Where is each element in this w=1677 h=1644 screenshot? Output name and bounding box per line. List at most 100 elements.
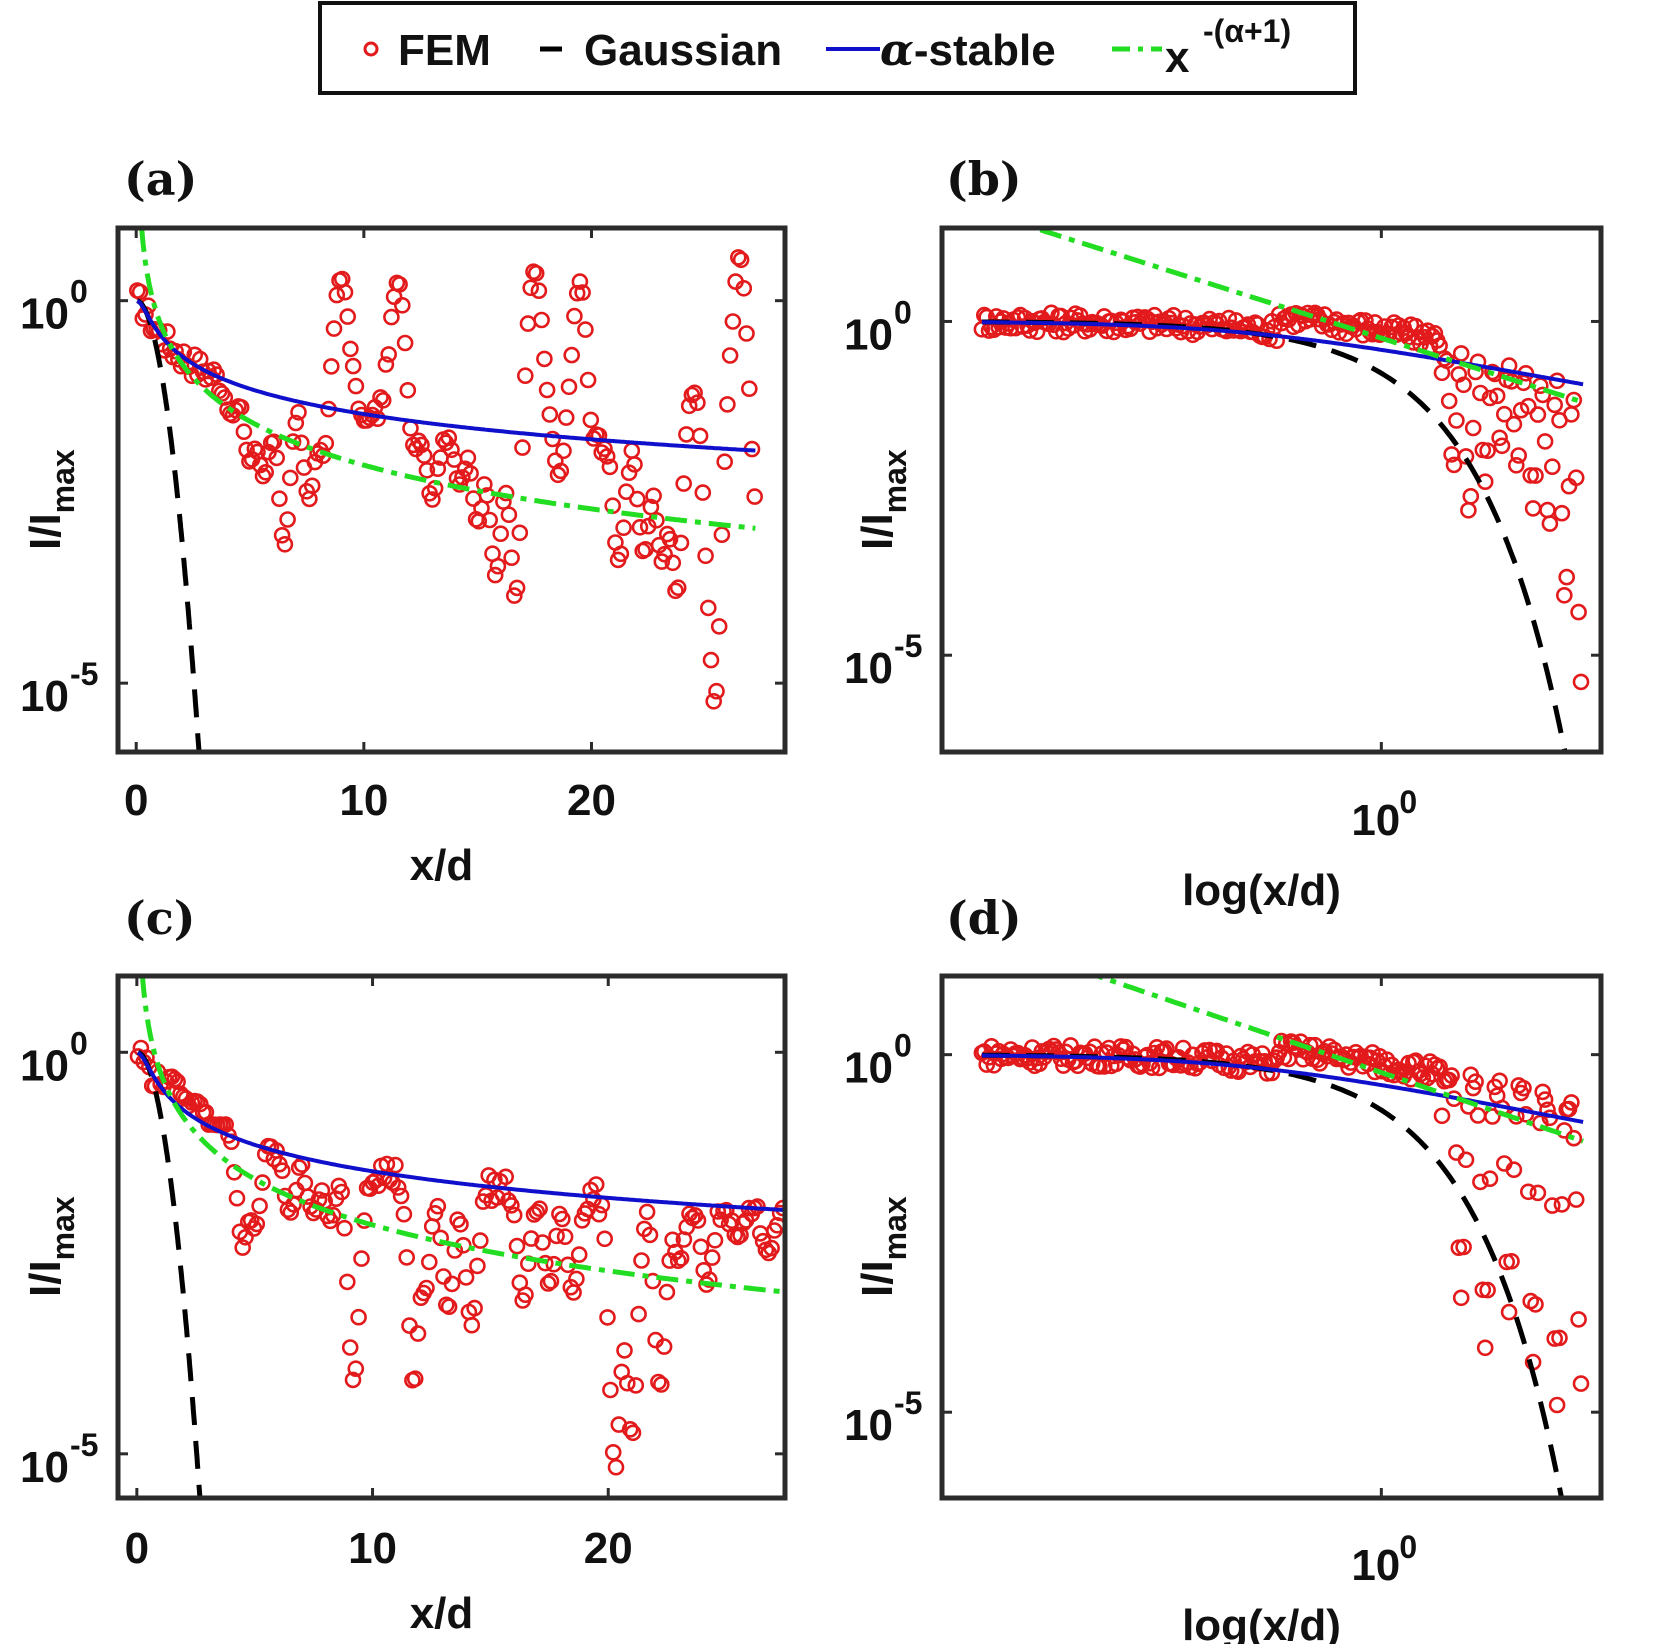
fem-point: [617, 483, 635, 501]
stable-series-line: [136, 299, 756, 453]
y-axis-label-sub: max: [877, 1196, 913, 1260]
y-tick-exponent: 0: [70, 1025, 88, 1061]
y-tick-exponent: -5: [70, 1427, 98, 1463]
fem-point: [527, 264, 545, 282]
fem-point: [607, 1458, 625, 1476]
fem-point: [541, 406, 559, 423]
fem-point: [548, 1227, 565, 1245]
fem-point: [1541, 515, 1559, 532]
y-tick-exponent: -5: [894, 1385, 922, 1421]
fem-point: [692, 1238, 710, 1256]
fem-point: [325, 320, 343, 337]
fem-point: [1505, 1161, 1523, 1178]
fem-point: [303, 477, 321, 495]
fem-point: [284, 433, 302, 450]
fem-point: [372, 389, 389, 406]
fem-point: [533, 311, 550, 329]
fem-point: [1572, 673, 1590, 691]
fem-point: [287, 414, 305, 432]
fem-point: [1565, 391, 1583, 409]
x-tick-label: 0: [125, 1524, 149, 1573]
fem-point: [389, 1179, 407, 1196]
fem-point: [522, 279, 540, 297]
fem-point: [257, 463, 275, 481]
fem-point: [401, 1317, 418, 1334]
power-law-series-line: [1089, 976, 1585, 1144]
fem-point: [235, 423, 253, 441]
y-axis-label-main: I/I: [21, 513, 70, 550]
fem-point: [420, 1253, 438, 1271]
fem-point: [1534, 1083, 1551, 1101]
fem-point: [1472, 384, 1489, 402]
x-tick-label: 10: [1351, 1541, 1400, 1590]
fem-point: [735, 279, 753, 297]
fem-point: [418, 1279, 435, 1297]
fem-point: [1479, 442, 1496, 460]
fem-point: [618, 1374, 636, 1392]
fem-point: [530, 282, 548, 300]
fem-point: [528, 1203, 546, 1221]
fem-point: [1455, 376, 1472, 394]
fem-point: [1539, 501, 1556, 519]
fem-point: [1524, 500, 1542, 517]
fem-point: [500, 506, 518, 524]
fem-point: [641, 1226, 659, 1244]
y-tick-label: 10: [20, 672, 69, 721]
fem-point: [276, 535, 294, 553]
fem-point: [1565, 1129, 1583, 1147]
fem-point: [508, 579, 526, 597]
fem-point: [341, 1339, 359, 1356]
fem-point: [290, 403, 307, 421]
axes-frame: [115, 973, 788, 1501]
fem-point: [1452, 1289, 1470, 1307]
fem-point: [1546, 396, 1563, 414]
fem-point: [587, 1176, 605, 1193]
fem-point: [1527, 1296, 1544, 1313]
fem-point: [299, 1188, 317, 1205]
fem-point: [1457, 1151, 1475, 1169]
axes-frame: [939, 225, 1604, 755]
fem-point: [350, 1308, 367, 1326]
fem-point: [590, 1205, 608, 1223]
fem-point: [729, 249, 747, 266]
fem-point: [732, 251, 750, 269]
x-tick-label: 0: [124, 776, 148, 825]
fem-point: [471, 1232, 489, 1249]
fem-point: [268, 449, 286, 467]
fem-point: [432, 1229, 450, 1247]
fem-point: [644, 1272, 662, 1290]
y-tick-label: 10: [844, 644, 893, 693]
fem-point: [553, 1210, 571, 1228]
fem-point: [336, 1219, 353, 1237]
fem-point: [552, 462, 570, 480]
fem-point: [560, 378, 578, 396]
fem-point: [159, 323, 176, 340]
x-tick-label: 20: [567, 776, 616, 825]
fem-point: [466, 1299, 483, 1317]
fem-point: [1472, 1173, 1489, 1191]
fem-point: [650, 1373, 667, 1391]
y-axis-label-main: I/I: [21, 1260, 70, 1297]
fem-point: [1563, 406, 1580, 423]
fem-point: [544, 430, 561, 448]
fem-point: [664, 554, 682, 572]
fem-point: [1440, 392, 1458, 410]
fem-point: [1134, 1056, 1151, 1073]
fem-point: [599, 1309, 616, 1326]
plot-area: [973, 228, 1590, 752]
fem-point: [1469, 1107, 1487, 1124]
fem-point: [1479, 1281, 1496, 1299]
y-tick-exponent: 0: [894, 294, 912, 330]
fem-point: [645, 487, 662, 505]
fem-point: [396, 334, 414, 352]
fem-point: [1500, 1303, 1518, 1321]
x-axis-label: x/d: [410, 841, 474, 890]
fem-point: [409, 1325, 427, 1342]
fem-point: [1536, 433, 1554, 450]
fem-point: [217, 1116, 234, 1133]
fem-point: [536, 350, 553, 368]
fem-point: [628, 490, 646, 508]
fem-point: [1553, 504, 1571, 522]
fem-point: [1496, 405, 1513, 423]
